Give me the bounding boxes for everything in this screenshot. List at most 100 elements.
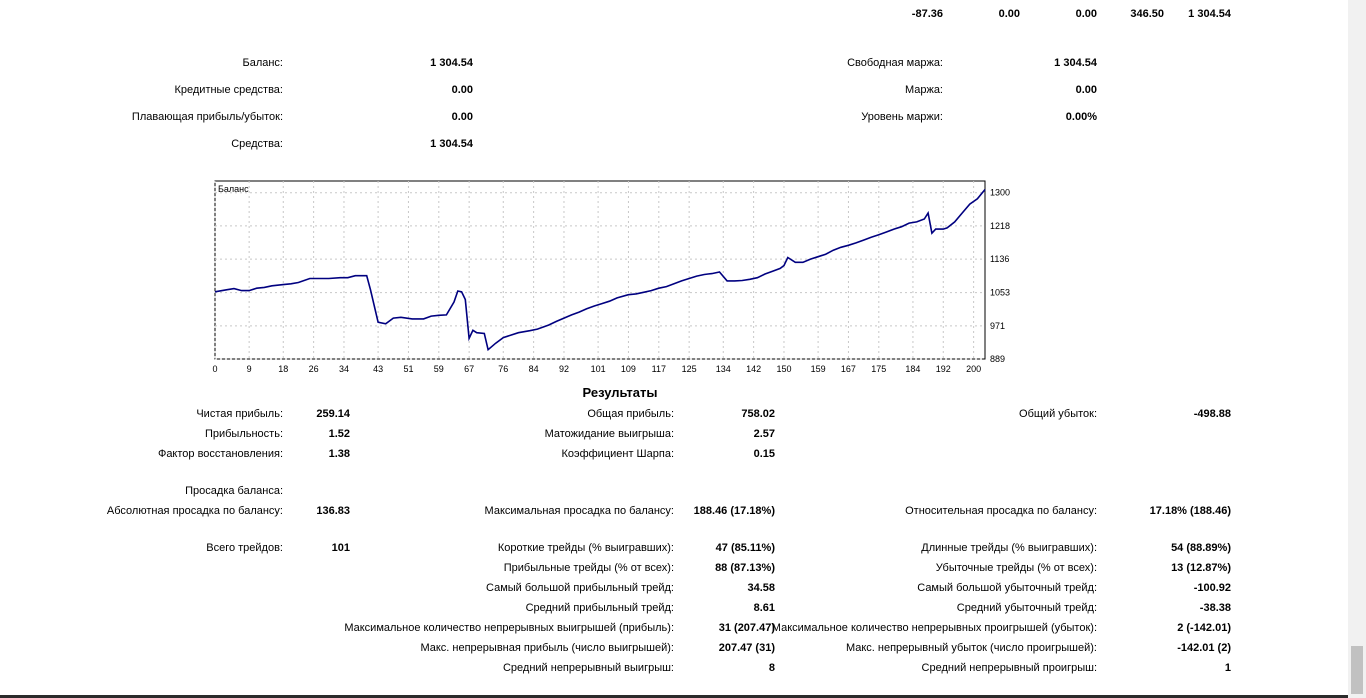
margin-label: Маржа: xyxy=(904,84,943,96)
expected-payoff-label: Матожидание выигрыша: xyxy=(544,428,674,440)
balance-chart: 0 9 18 26 34 43 51 59 67 76 84 92 101 109 117 125 134 142… xyxy=(212,180,1010,374)
largest-profit-value: 34.58 xyxy=(747,582,775,594)
avg-consec-losses-value: 1 xyxy=(1224,662,1231,674)
credit-label: Кредитные средства: xyxy=(174,84,283,96)
gross-profit-value: 758.02 xyxy=(741,408,775,420)
x-tick-label: 0 xyxy=(212,364,217,374)
total-trades-value: 101 xyxy=(331,542,350,554)
profitability-label: Прибыльность: xyxy=(204,428,283,440)
x-tick-label: 76 xyxy=(498,364,508,374)
sharpe-label: Коэффициент Шарпа: xyxy=(561,448,674,460)
balance-value: 1 304.54 xyxy=(430,57,473,69)
margin-level-value: 0.00% xyxy=(1065,111,1097,123)
x-tick-label: 159 xyxy=(811,364,826,374)
largest-profit-label: Самый большой прибыльный трейд: xyxy=(486,582,674,594)
avg-loss-value: -38.38 xyxy=(1199,602,1231,614)
chart-title: Баланс xyxy=(218,184,249,194)
profit-trades-value: 88 (87.13%) xyxy=(715,562,775,574)
long-trades-label: Длинные трейды (% выигравших): xyxy=(921,542,1097,554)
free-margin-label: Свободная маржа: xyxy=(847,57,943,69)
y-tick-label: 1300 xyxy=(990,188,1010,198)
x-tick-label: 9 xyxy=(247,364,252,374)
net-profit-value: 259.14 xyxy=(316,408,350,420)
results-title: Результаты xyxy=(582,385,658,400)
max-consec-wins-label: Максимальное количество непрерывных выиг… xyxy=(344,622,674,634)
equity-label: Средства: xyxy=(231,138,283,150)
abs-drawdown-value: 136.83 xyxy=(316,505,350,517)
x-tick-label: 109 xyxy=(621,364,636,374)
rel-drawdown-value: 17.18% (188.46) xyxy=(1149,505,1231,517)
x-tick-label: 43 xyxy=(373,364,383,374)
short-trades-value: 47 (85.11%) xyxy=(715,542,775,554)
x-tick-label: 150 xyxy=(776,364,791,374)
long-trades-value: 54 (88.89%) xyxy=(1171,542,1231,554)
plot-area xyxy=(214,180,986,360)
avg-consec-wins-label: Средний непрерывный выигрыш: xyxy=(502,662,674,674)
margin-value: 0.00 xyxy=(1075,84,1097,96)
x-tick-label: 101 xyxy=(591,364,606,374)
top-row-cell: -87.36 xyxy=(911,8,943,20)
x-tick-label: 175 xyxy=(871,364,886,374)
equity-value: 1 304.54 xyxy=(430,138,473,150)
floating-profit-value: 0.00 xyxy=(451,111,473,123)
max-consec-profit-label: Макс. непрерывная прибыль (число выигрыш… xyxy=(420,642,674,654)
avg-consec-wins-value: 8 xyxy=(768,662,775,674)
top-row-cell: 0.00 xyxy=(998,8,1020,20)
x-tick-label: 92 xyxy=(559,364,569,374)
vertical-scrollbar[interactable] xyxy=(1348,0,1366,698)
profit-trades-label: Прибыльные трейды (% от всех): xyxy=(503,562,674,574)
balance-label: Баланс: xyxy=(242,57,283,69)
recovery-factor-label: Фактор восстановления: xyxy=(157,448,283,460)
total-trades-label: Всего трейдов: xyxy=(206,542,283,554)
credit-value: 0.00 xyxy=(451,84,473,96)
y-tick-label: 1136 xyxy=(990,254,1009,264)
avg-consec-losses-label: Средний непрерывный проигрыш: xyxy=(921,662,1097,674)
expected-payoff-value: 2.57 xyxy=(753,428,775,440)
top-row-cell: 0.00 xyxy=(1075,8,1097,20)
x-tick-label: 51 xyxy=(403,364,413,374)
y-tick-label: 971 xyxy=(990,321,1005,331)
balance-line xyxy=(214,188,986,352)
y-tick-label: 1218 xyxy=(990,221,1010,231)
net-profit-label: Чистая прибыль: xyxy=(196,408,283,420)
free-margin-value: 1 304.54 xyxy=(1054,57,1097,69)
max-consec-losses-value: 2 (-142.01) xyxy=(1177,622,1231,634)
scrollbar-thumb[interactable] xyxy=(1351,646,1363,694)
avg-profit-value: 8.61 xyxy=(753,602,775,614)
x-tick-label: 59 xyxy=(434,364,444,374)
top-row-cell: 346.50 xyxy=(1130,8,1164,20)
x-tick-label: 200 xyxy=(966,364,981,374)
avg-loss-label: Средний убыточный трейд: xyxy=(956,602,1097,614)
max-consec-loss-label: Макс. непрерывный убыток (число проигрыш… xyxy=(845,642,1097,654)
x-tick-label: 125 xyxy=(682,364,697,374)
max-consec-loss-value: -142.01 (2) xyxy=(1177,642,1231,654)
abs-drawdown-label: Абсолютная просадка по балансу: xyxy=(106,505,283,517)
loss-trades-value: 13 (12.87%) xyxy=(1171,562,1231,574)
max-consec-losses-label: Максимальное количество непрерывных прои… xyxy=(771,622,1097,634)
x-tick-label: 67 xyxy=(464,364,474,374)
x-tick-label: 117 xyxy=(652,364,666,374)
avg-profit-label: Средний прибыльный трейд: xyxy=(525,602,674,614)
max-consec-wins-value: 31 (207.47) xyxy=(718,622,775,634)
x-tick-label: 192 xyxy=(936,364,951,374)
y-tick-label: 889 xyxy=(990,354,1005,364)
x-tick-label: 167 xyxy=(841,364,856,374)
short-trades-label: Короткие трейды (% выигравших): xyxy=(497,542,674,554)
x-tick-label: 18 xyxy=(278,364,288,374)
largest-loss-label: Самый большой убыточный трейд: xyxy=(917,582,1097,594)
gross-profit-label: Общая прибыль: xyxy=(587,408,674,420)
y-tick-label: 1053 xyxy=(990,288,1010,298)
x-tick-label: 134 xyxy=(716,364,731,374)
rel-drawdown-label: Относительная просадка по балансу: xyxy=(905,505,1097,517)
floating-profit-label: Плавающая прибыль/убыток: xyxy=(131,111,283,123)
max-drawdown-value: 188.46 (17.18%) xyxy=(693,505,775,517)
x-tick-label: 184 xyxy=(905,364,920,374)
x-tick-label: 26 xyxy=(309,364,319,374)
margin-level-label: Уровень маржи: xyxy=(861,111,943,123)
gross-loss-label: Общий убыток: xyxy=(1019,408,1097,420)
max-consec-profit-value: 207.47 (31) xyxy=(718,642,775,654)
recovery-factor-value: 1.38 xyxy=(328,448,350,460)
largest-loss-value: -100.92 xyxy=(1193,582,1231,594)
drawdown-header: Просадка баланса: xyxy=(185,485,283,497)
x-tick-label: 84 xyxy=(529,364,539,374)
